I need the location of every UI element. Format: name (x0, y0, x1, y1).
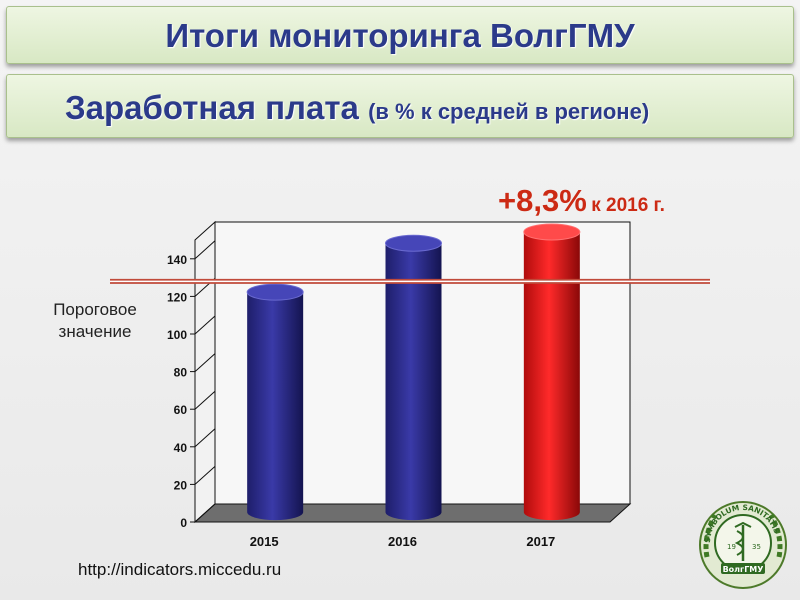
x-tick-label: 2016 (388, 534, 417, 549)
bar-top-2017 (523, 223, 581, 241)
growth-percent: +8,3% (498, 183, 587, 218)
x-tick-label: 2017 (526, 534, 555, 549)
y-tick-depth (194, 428, 216, 448)
university-logo: SYMBOLUM SANITATIS 19 35 ВолгГМУ (699, 501, 787, 589)
threshold-label: Пороговое значение (40, 299, 150, 343)
subtitle-note: (в % к средней в регионе) (368, 99, 650, 124)
y-tick-label: 40 (174, 441, 188, 455)
bar-top-2016 (385, 234, 442, 252)
caduceus-icon (734, 521, 752, 561)
y-tick-label: 20 (174, 478, 188, 492)
y-tick-label: 140 (167, 253, 187, 267)
x-tick-label: 2015 (250, 534, 279, 549)
y-tick-label: 100 (167, 328, 187, 342)
logo-name: ВолгГМУ (723, 565, 764, 574)
threshold-label-line2: значение (58, 322, 132, 341)
title-banner: Итоги мониторинга ВолгГМУ (6, 6, 794, 64)
y-tick-depth (194, 353, 216, 372)
threshold-label-line1: Пороговое (53, 300, 137, 319)
y-tick-depth (194, 390, 216, 410)
subtitle-banner: Заработная плата (в % к средней в регион… (6, 74, 794, 138)
bar-2015 (247, 292, 304, 521)
y-tick-depth (194, 503, 216, 523)
chart-side-wall (194, 220, 216, 524)
y-tick-label: 80 (174, 366, 188, 380)
growth-annotation: +8,3% к 2016 г. (498, 183, 665, 219)
y-tick-depth (194, 240, 216, 260)
y-tick-label: 0 (180, 516, 187, 530)
y-tick-depth (194, 466, 216, 485)
y-tick-label: 120 (167, 290, 187, 304)
logo-year-right: 35 (752, 543, 761, 551)
bar-top-2015 (246, 283, 304, 301)
subtitle-main: Заработная плата (65, 89, 359, 126)
logo-year-left: 19 (727, 543, 736, 551)
bar-2016 (385, 243, 442, 521)
y-tick-depth (194, 315, 216, 335)
page-subtitle: Заработная плата (в % к средней в регион… (65, 89, 649, 127)
growth-reference: к 2016 г. (591, 195, 665, 216)
source-url: http://indicators.miccedu.ru (78, 560, 282, 579)
bar-2017 (523, 231, 580, 521)
page-title: Итоги мониторинга ВолгГМУ (165, 17, 635, 54)
y-tick-label: 60 (174, 403, 188, 417)
